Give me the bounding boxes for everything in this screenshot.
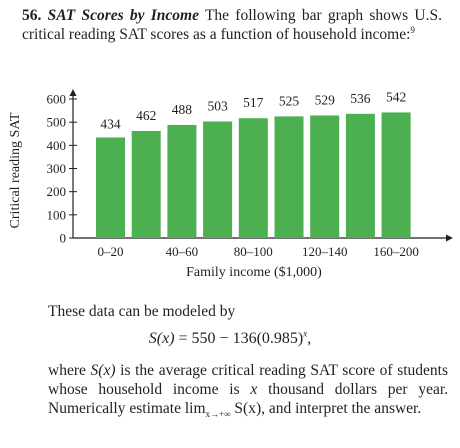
x-tick-label: 120–140 <box>302 244 348 259</box>
problem-statement: 56. SAT Scores by Income The following b… <box>22 6 442 44</box>
bar <box>310 115 340 238</box>
y-axis-title: Critical reading SAT <box>8 112 23 228</box>
x-axis-title: Family income ($1,000) <box>186 265 322 280</box>
bar <box>274 116 304 238</box>
y-tick-label: 300 <box>47 161 67 176</box>
problem-text: The following bar graph shows U.S. criti… <box>22 7 442 43</box>
question-limit: thousand dollars per year. Numerically e… <box>48 381 449 420</box>
x-axis-arrow <box>446 234 453 242</box>
x-tick-label: 80–100 <box>234 244 273 259</box>
y-tick-label: 500 <box>47 115 67 130</box>
bar-value-label: 536 <box>350 91 371 106</box>
bar <box>167 124 197 238</box>
footnote-marker: 9 <box>410 24 415 35</box>
bar <box>203 121 233 238</box>
model-intro-text: These data can be modeled by <box>48 303 236 320</box>
bar-value-label: 529 <box>315 92 336 107</box>
bar-value-label: 488 <box>172 102 193 117</box>
y-tick-label: 100 <box>47 207 67 222</box>
bar-value-label: 525 <box>279 93 300 108</box>
question-part-1: where <box>48 362 86 379</box>
question-part-2: is the average critical reading SAT scor… <box>48 362 449 398</box>
question-part-4: S(x), and interpret the answer. <box>234 400 422 417</box>
formula-lhs: S(x) <box>148 330 175 347</box>
bar <box>131 130 161 238</box>
bar <box>238 118 268 238</box>
model-formula: S(x) = 550 − 136(0.985)x, <box>0 328 460 348</box>
problem-title: SAT Scores by Income <box>47 7 199 24</box>
bar-value-label: 462 <box>136 108 156 123</box>
y-tick-label: 400 <box>47 138 67 153</box>
sat-income-bar-chart: 0 100 200 300 400 500 600 Critical reading SAT 4… <box>8 89 453 280</box>
y-tick-label: 600 <box>47 92 67 107</box>
limit-subscript: x→+∞ <box>205 409 231 420</box>
bar-value-label: 503 <box>207 98 228 113</box>
y-axis-arrow <box>69 89 77 96</box>
question-text: where S(x) is the average critical readi… <box>48 361 448 424</box>
problem-number: 56. <box>22 7 42 24</box>
question-function: S(x) <box>90 362 116 379</box>
question-variable: x <box>250 381 258 398</box>
formula-exponent: x <box>303 328 308 339</box>
question-part-3: thousand dollars per year. Numerically e… <box>48 381 449 417</box>
bar-value-label: 434 <box>100 116 121 131</box>
x-tick-label: 160–200 <box>373 244 419 259</box>
x-tick-label: 0–20 <box>98 244 124 259</box>
bar <box>345 113 375 238</box>
bar-value-label: 517 <box>243 95 264 110</box>
chart-bars <box>96 112 411 238</box>
bar <box>96 137 125 238</box>
y-tick-label: 200 <box>47 184 67 199</box>
formula-tail: , <box>307 330 312 347</box>
bar-value-label: 542 <box>386 89 406 104</box>
x-tick-label: 40–60 <box>166 244 199 259</box>
bar <box>381 112 411 238</box>
formula-rhs: = 550 − 136(0.985) <box>178 330 304 347</box>
y-tick-label: 0 <box>60 231 67 246</box>
chart-labels: 0 100 200 300 400 500 600 Critical reading SAT 4… <box>8 89 419 280</box>
